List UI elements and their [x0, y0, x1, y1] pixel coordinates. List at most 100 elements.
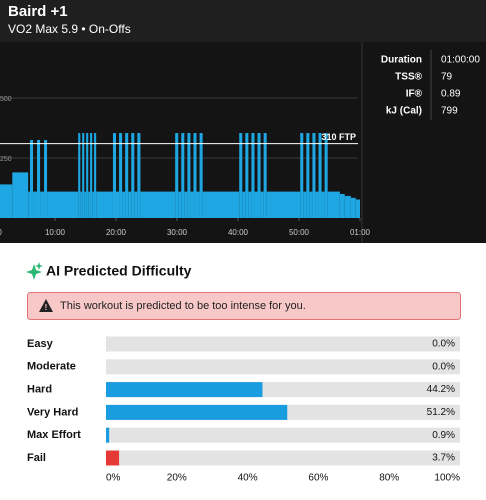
- value-label: 0.0%: [432, 361, 455, 372]
- power-segment: [190, 191, 194, 218]
- x-tick-label: 20%: [167, 473, 187, 484]
- power-segment: [86, 133, 89, 218]
- power-segment: [96, 191, 113, 218]
- power-segment: [116, 191, 120, 218]
- power-segment: [344, 195, 351, 218]
- bar: [106, 382, 263, 398]
- value-label: 0.9%: [432, 430, 455, 441]
- x-tick-label: 20:00: [106, 228, 127, 237]
- power-segment: [327, 191, 340, 218]
- power-segment: [44, 140, 48, 218]
- power-segment: [137, 133, 141, 218]
- x-tick-label: 80%: [379, 473, 399, 484]
- power-segment: [339, 194, 345, 218]
- power-segment: [300, 133, 304, 218]
- power-segment: [202, 191, 240, 218]
- power-segment: [33, 191, 38, 218]
- value-label: 51.2%: [427, 407, 455, 418]
- stat-value: 0.89: [441, 89, 461, 100]
- power-segment: [90, 133, 93, 218]
- power-segment: [0, 184, 13, 218]
- x-tick-label: 0:00: [0, 228, 2, 237]
- x-tick-label: 01:00: [350, 228, 371, 237]
- workout-chart: 250 500 310 FTP 0:00 10:00 20:00 30:00 40:00 50:…: [0, 96, 371, 237]
- power-segment: [309, 191, 313, 218]
- x-tick-label: 40%: [238, 473, 258, 484]
- bar: [106, 450, 120, 466]
- power-segment: [306, 133, 310, 218]
- stats: Duration 01:00:00 TSS® 79 IF® 0.89 kJ (Cal) 799: [381, 55, 480, 117]
- power-segment: [193, 133, 197, 218]
- bar: [106, 427, 110, 443]
- difficulty-chart: Easy 0.0% Moderate 0.0% Hard 44.2% Very Hard 51…: [27, 336, 460, 484]
- power-segment: [196, 191, 200, 218]
- workout-subtitle: VO2 Max 5.9 • On-Offs: [8, 22, 131, 36]
- x-tick-label: 60%: [308, 473, 328, 484]
- category-label: Hard: [27, 384, 52, 396]
- power-segment: [263, 133, 267, 218]
- bar-track: [106, 450, 460, 466]
- workout-title: Baird +1: [8, 3, 68, 20]
- power-segment: [315, 191, 319, 218]
- category-label: Fail: [27, 452, 46, 464]
- power-segment: [128, 191, 132, 218]
- power-segment: [324, 133, 328, 218]
- sparkle-icon: [26, 262, 43, 280]
- category-label: Max Effort: [27, 429, 81, 441]
- power-segment: [318, 133, 322, 218]
- power-segment: [140, 191, 176, 218]
- power-segment: [80, 191, 83, 218]
- power-segment: [266, 191, 301, 218]
- power-segment: [251, 133, 255, 218]
- power-segment: [94, 133, 97, 218]
- value-label: 44.2%: [427, 384, 455, 395]
- power-segment: [257, 133, 261, 218]
- power-segment: [187, 133, 191, 218]
- power-segment: [260, 191, 264, 218]
- power-segment: [84, 191, 87, 218]
- bar-track: [106, 427, 460, 443]
- power-segment: [178, 191, 182, 218]
- power-segment: [29, 140, 34, 218]
- power-segment: [239, 133, 243, 218]
- stat-label: TSS®: [395, 72, 422, 83]
- category-label: Easy: [27, 338, 54, 350]
- x-tick-label: 0%: [106, 473, 121, 484]
- bar-track: [106, 359, 460, 375]
- power-segment: [112, 133, 116, 218]
- power-segment: [355, 199, 360, 218]
- power-segment: [37, 140, 41, 218]
- power-segment: [248, 191, 252, 218]
- stat-value: 79: [441, 72, 453, 83]
- category-label: Very Hard: [27, 406, 78, 418]
- power-segment: [181, 133, 185, 218]
- x-tick-label: 10:00: [45, 228, 66, 237]
- stat-label: IF®: [406, 89, 423, 100]
- value-label: 0.0%: [432, 339, 455, 350]
- bar-track: [106, 336, 460, 352]
- power-segment: [78, 133, 81, 218]
- stat-value: 799: [441, 106, 458, 117]
- bar: [106, 404, 288, 420]
- warning-icon: !: [39, 299, 53, 312]
- power-segment: [40, 191, 45, 218]
- category-label: Moderate: [27, 361, 76, 373]
- power-segment: [28, 191, 30, 218]
- power-segment: [242, 191, 246, 218]
- svg-text:!: !: [45, 303, 48, 312]
- ftp-label: 310 FTP: [321, 132, 356, 142]
- power-segment: [125, 133, 129, 218]
- power-segment: [131, 133, 135, 218]
- stat-label: kJ (Cal): [386, 106, 422, 117]
- power-segment: [12, 172, 29, 218]
- difficulty-title: AI Predicted Difficulty: [46, 263, 192, 279]
- power-segment: [199, 133, 203, 218]
- power-segment: [119, 133, 123, 218]
- power-segment: [134, 191, 138, 218]
- value-label: 3.7%: [432, 453, 455, 464]
- x-tick-label: 50:00: [289, 228, 310, 237]
- y-tick-label: 250: [0, 156, 12, 163]
- power-segment: [321, 191, 325, 218]
- x-tick-label: 30:00: [167, 228, 188, 237]
